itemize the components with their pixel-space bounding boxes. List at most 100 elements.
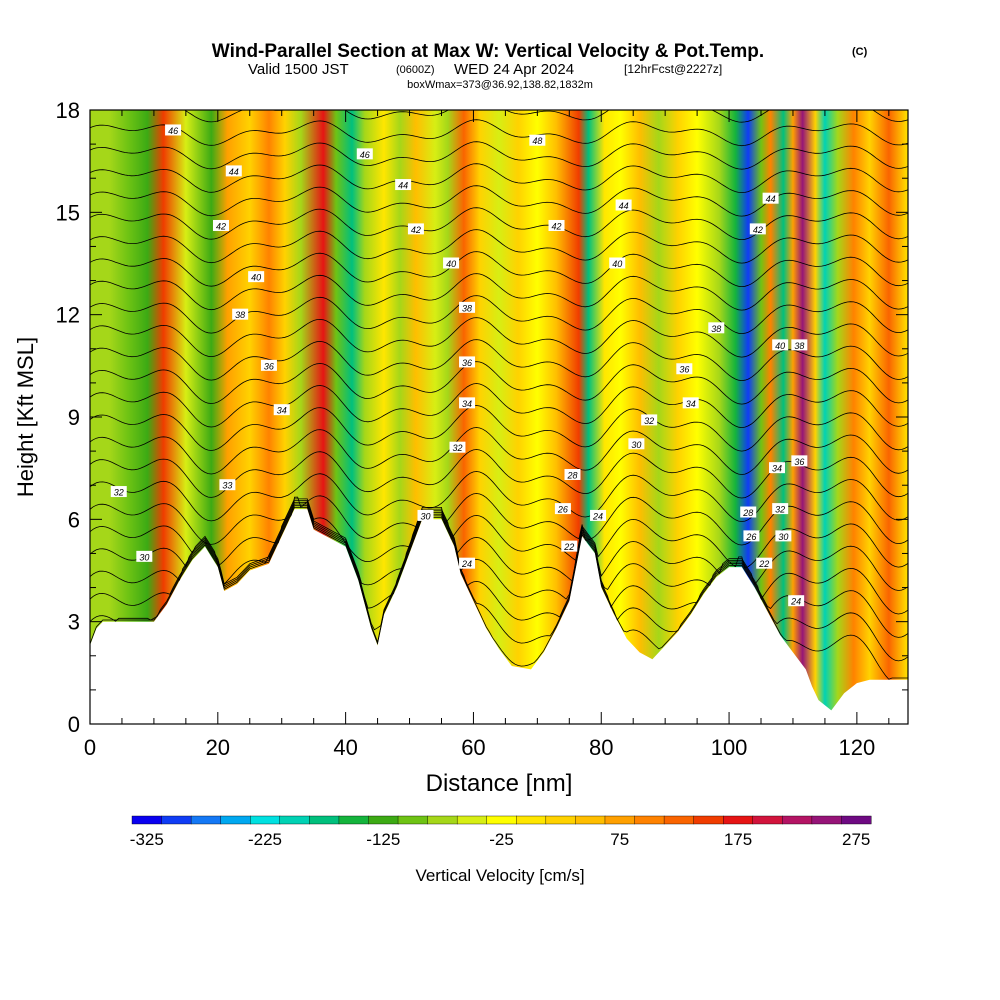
colorbar-swatch (279, 815, 310, 825)
contour-label-box (554, 503, 571, 515)
contour-label-box (459, 356, 476, 368)
contour-label: 36 (676, 363, 693, 375)
contour-label-box (788, 595, 805, 607)
colorbar-swatch (723, 815, 754, 825)
colorbar-swatch (545, 815, 576, 825)
contour-label-text: 26 (745, 532, 756, 542)
contour-label-text: 36 (462, 358, 472, 368)
colorbar-swatch (811, 815, 842, 825)
theta-contour (90, 317, 908, 358)
contour-label: 38 (708, 322, 725, 334)
contour-label: 34 (768, 462, 785, 474)
contour-label-text: 32 (452, 443, 462, 453)
colorbar-tick-label: 75 (610, 830, 629, 849)
contour-label: 22 (561, 540, 578, 552)
colorbar-swatch (456, 815, 488, 825)
contour-label-text: 30 (421, 511, 431, 521)
contour-label: 44 (225, 165, 242, 177)
contour-label-box (682, 397, 699, 409)
contour-label: 30 (136, 550, 153, 562)
theta-contour (90, 273, 908, 311)
contour-label-box (459, 397, 476, 409)
colorbar-swatch (486, 815, 517, 825)
colorbar-tick-label: 275 (842, 830, 870, 849)
colorbar-swatch (841, 815, 872, 825)
colorbar-swatch (250, 815, 281, 825)
theta-contour (90, 383, 908, 429)
contour-label: 28 (564, 468, 581, 480)
contour-label-text: 42 (411, 225, 421, 235)
colorbar-swatch (575, 815, 606, 825)
contour-label-box (225, 165, 242, 177)
contour-label-box (768, 462, 785, 474)
contour-label-box (213, 219, 230, 231)
contour-label-box (615, 199, 632, 211)
contour-label: 22 (756, 557, 773, 569)
theta-contour (90, 471, 908, 522)
contour-label: 34 (273, 404, 290, 416)
contour-label-box (110, 486, 127, 498)
contour-label: 32 (449, 441, 466, 453)
theta-contour (90, 339, 908, 382)
colorbar: -325 -225 -125 -25 75 175 275 (130, 815, 872, 849)
contour-label: 40 (772, 339, 789, 351)
contour-label-text: 48 (532, 136, 542, 146)
contour-label-text: 38 (462, 303, 472, 313)
x-tick-label: 80 (589, 735, 613, 760)
contour-label: 42 (213, 219, 230, 231)
y-tick-label: 3 (68, 610, 80, 635)
contour-label-box (791, 339, 808, 351)
theta-contour (90, 501, 908, 615)
plot-area: 46 44 42 40 38 36 34 32 33 30 46 44 42 40 38 36 34 32 30 24… (90, 110, 908, 724)
contour-label: 40 (248, 271, 265, 283)
x-tick-label: 60 (461, 735, 485, 760)
contour-label-text: 24 (592, 511, 603, 521)
contour-label-box (708, 322, 725, 334)
contour-label-text: 32 (775, 505, 785, 515)
contour-label: 38 (459, 301, 476, 313)
contour-label-box (772, 503, 789, 515)
colorbar-swatch (663, 815, 695, 825)
x-tick-label: 120 (839, 735, 876, 760)
contour-label-box (740, 506, 757, 518)
theta-contour (90, 295, 908, 335)
contour-label-text: 42 (552, 221, 562, 231)
contour-label-text: 40 (775, 341, 785, 351)
y-tick-label: 6 (68, 507, 80, 532)
subtitle-valid: Valid 1500 JST (248, 61, 349, 78)
contour-label-box (641, 414, 658, 426)
colorbar-swatch (309, 815, 340, 825)
theta-contour (90, 427, 908, 475)
contour-label-box (628, 438, 645, 450)
contour-label: 32 (110, 486, 127, 498)
contour-label-box (248, 271, 265, 283)
contour-label-box (417, 509, 434, 521)
theta-contour (90, 207, 908, 241)
contour-label-box (749, 223, 766, 235)
contour-label: 44 (762, 192, 779, 204)
terrain (90, 509, 908, 724)
contour-label: 40 (609, 257, 626, 269)
contour-label: 40 (443, 257, 460, 269)
colorbar-swatch (752, 815, 783, 825)
contour-label-text: 28 (742, 508, 753, 518)
contour-label-text: 24 (790, 597, 801, 607)
contour-label-text: 22 (758, 559, 769, 569)
contour-label: 30 (417, 509, 434, 521)
contour-label-text: 44 (766, 194, 776, 204)
contour-label-box (356, 148, 373, 160)
contour-label: 34 (682, 397, 699, 409)
contour-label-box (548, 219, 565, 231)
colorbar-tick-label: -125 (366, 830, 400, 849)
contour-label-text: 40 (612, 259, 622, 269)
contour-label-text: 22 (563, 542, 574, 552)
contour-label-text: 24 (461, 559, 472, 569)
contour-label-text: 38 (711, 324, 721, 334)
contour-label-box (165, 124, 182, 136)
contour-label-text: 36 (264, 361, 274, 371)
subtitle-date: WED 24 Apr 2024 (454, 61, 574, 78)
contour-label: 26 (554, 503, 571, 515)
colorbar-swatch (338, 815, 369, 825)
theta-contour (90, 505, 908, 662)
